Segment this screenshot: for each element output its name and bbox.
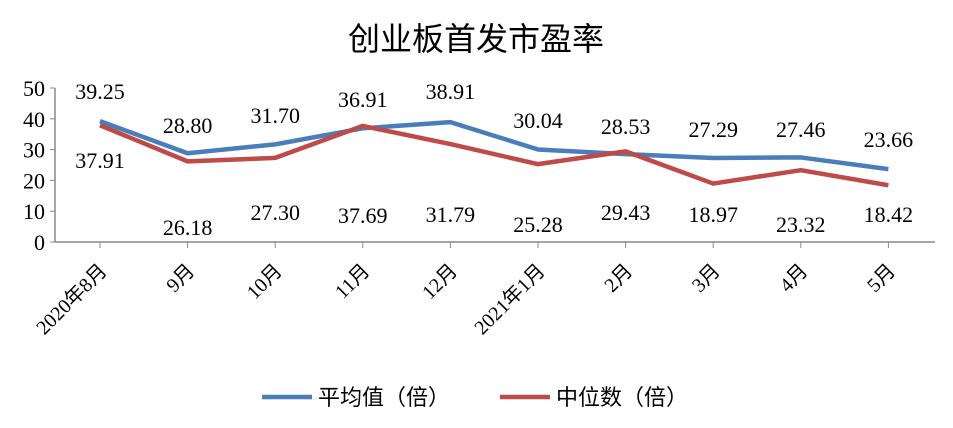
chart-title: 创业板首发市盈率 bbox=[348, 21, 604, 57]
y-tick-label: 20 bbox=[23, 168, 45, 193]
y-tick-label: 30 bbox=[23, 138, 45, 163]
legend-label: 平均值（倍） bbox=[318, 385, 450, 410]
x-tick-label: 10月 bbox=[243, 260, 287, 304]
data-label: 27.29 bbox=[688, 117, 738, 142]
data-label: 36.91 bbox=[338, 87, 388, 112]
data-label: 23.32 bbox=[776, 212, 826, 237]
legend-label: 中位数（倍） bbox=[556, 385, 688, 410]
data-label: 28.80 bbox=[163, 113, 213, 138]
x-tick-label: 2021年1月 bbox=[470, 259, 550, 339]
series-line-0 bbox=[99, 118, 889, 172]
data-label: 18.42 bbox=[864, 202, 914, 227]
y-tick-label: 10 bbox=[23, 199, 45, 224]
data-label: 27.30 bbox=[250, 200, 300, 225]
x-tick-label: 3月 bbox=[688, 260, 725, 297]
data-label: 37.69 bbox=[338, 203, 388, 228]
series-line-1 bbox=[99, 123, 889, 188]
data-label: 38.91 bbox=[426, 79, 476, 104]
data-label: 25.28 bbox=[513, 212, 563, 237]
x-tick-label: 5月 bbox=[863, 260, 900, 297]
y-tick-label: 50 bbox=[23, 76, 45, 101]
x-tick-label: 9月 bbox=[162, 260, 199, 297]
data-label: 28.53 bbox=[601, 114, 651, 139]
data-label: 26.18 bbox=[163, 215, 213, 240]
data-label: 30.04 bbox=[513, 108, 563, 133]
data-label: 31.79 bbox=[426, 202, 476, 227]
data-label: 29.43 bbox=[601, 200, 651, 225]
y-tick-label: 0 bbox=[34, 230, 45, 255]
x-tick-label: 2020年8月 bbox=[32, 259, 112, 339]
data-label: 37.91 bbox=[75, 148, 125, 173]
x-tick-label: 12月 bbox=[418, 260, 462, 304]
y-tick-label: 40 bbox=[23, 107, 45, 132]
data-label: 31.70 bbox=[250, 103, 300, 128]
data-label: 27.46 bbox=[776, 117, 826, 142]
data-label: 23.66 bbox=[864, 127, 914, 152]
x-tick-label: 4月 bbox=[776, 260, 813, 297]
x-tick-label: 2月 bbox=[600, 260, 637, 297]
x-tick-label: 11月 bbox=[331, 260, 374, 303]
data-label: 39.25 bbox=[75, 79, 125, 104]
data-label: 18.97 bbox=[688, 202, 738, 227]
